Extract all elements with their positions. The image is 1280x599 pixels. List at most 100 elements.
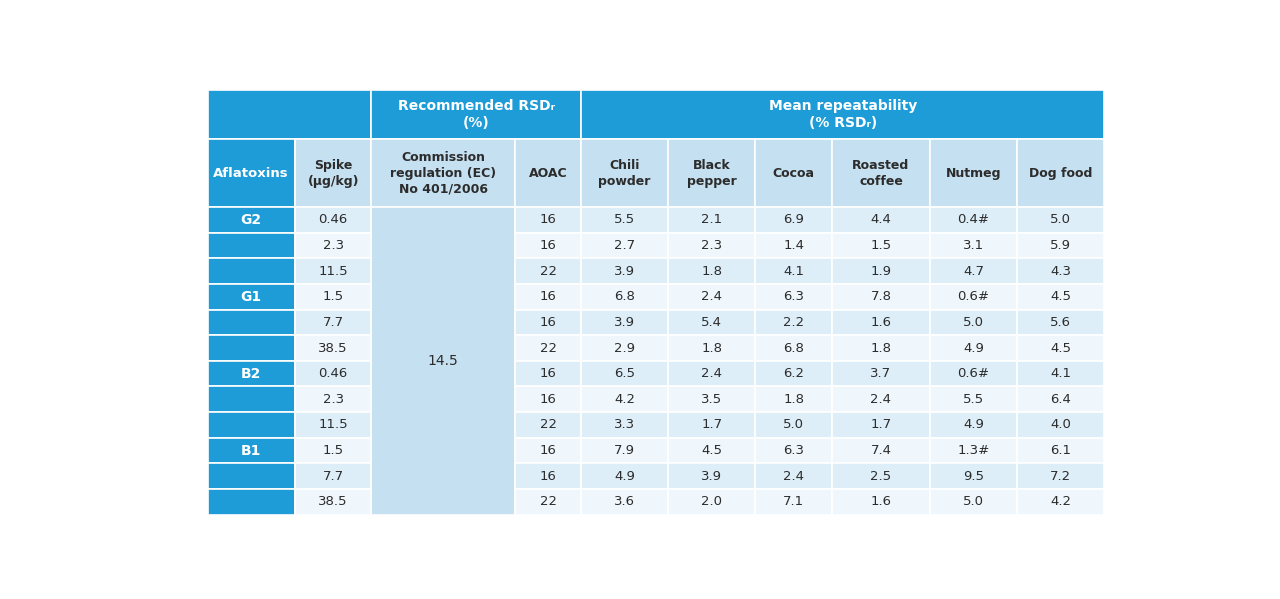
Bar bbox=[515, 258, 581, 284]
Bar bbox=[515, 232, 581, 258]
Bar bbox=[294, 489, 371, 515]
Text: 38.5: 38.5 bbox=[319, 341, 348, 355]
Bar bbox=[1018, 489, 1105, 515]
Bar bbox=[931, 438, 1018, 464]
Bar bbox=[668, 232, 755, 258]
Text: 6.8: 6.8 bbox=[614, 291, 635, 303]
Text: 2.0: 2.0 bbox=[701, 495, 722, 509]
Text: 6.1: 6.1 bbox=[1051, 444, 1071, 457]
Bar bbox=[668, 386, 755, 412]
Text: 1.3#: 1.3# bbox=[957, 444, 989, 457]
Text: 5.4: 5.4 bbox=[701, 316, 722, 329]
Bar bbox=[668, 464, 755, 489]
Text: 22: 22 bbox=[540, 495, 557, 509]
Bar bbox=[515, 438, 581, 464]
Text: 3.1: 3.1 bbox=[963, 239, 984, 252]
Text: 2.4: 2.4 bbox=[701, 367, 722, 380]
Bar bbox=[832, 139, 931, 207]
Text: B2: B2 bbox=[241, 367, 261, 380]
Text: 4.9: 4.9 bbox=[614, 470, 635, 483]
Bar bbox=[207, 489, 294, 515]
Text: 7.7: 7.7 bbox=[323, 316, 344, 329]
Bar bbox=[581, 412, 668, 438]
Text: 2.4: 2.4 bbox=[701, 291, 722, 303]
Bar bbox=[294, 412, 371, 438]
Text: 6.9: 6.9 bbox=[783, 213, 804, 226]
Text: Recommended RSDᵣ
(%): Recommended RSDᵣ (%) bbox=[398, 99, 554, 131]
Bar bbox=[371, 90, 581, 139]
Text: 2.4: 2.4 bbox=[783, 470, 804, 483]
Text: 0.46: 0.46 bbox=[319, 367, 348, 380]
Bar bbox=[515, 310, 581, 335]
Bar bbox=[931, 464, 1018, 489]
Bar bbox=[515, 284, 581, 310]
Bar bbox=[668, 139, 755, 207]
Text: 16: 16 bbox=[540, 470, 557, 483]
Text: 1.5: 1.5 bbox=[323, 444, 344, 457]
Text: 1.5: 1.5 bbox=[870, 239, 892, 252]
Text: 4.9: 4.9 bbox=[963, 419, 984, 431]
Bar bbox=[1018, 232, 1105, 258]
Bar bbox=[755, 361, 832, 386]
Text: 2.1: 2.1 bbox=[701, 213, 722, 226]
Text: 4.1: 4.1 bbox=[783, 265, 804, 277]
Text: 5.5: 5.5 bbox=[614, 213, 635, 226]
Bar bbox=[1018, 284, 1105, 310]
Bar bbox=[931, 258, 1018, 284]
Text: 4.1: 4.1 bbox=[1051, 367, 1071, 380]
Text: 5.9: 5.9 bbox=[1051, 239, 1071, 252]
Text: 6.5: 6.5 bbox=[614, 367, 635, 380]
Bar bbox=[832, 489, 931, 515]
Text: 5.0: 5.0 bbox=[783, 419, 804, 431]
Bar bbox=[668, 361, 755, 386]
Text: 1.8: 1.8 bbox=[870, 341, 891, 355]
Text: Nutmeg: Nutmeg bbox=[946, 167, 1001, 180]
Bar bbox=[207, 90, 371, 139]
Text: 11.5: 11.5 bbox=[319, 419, 348, 431]
Text: 4.7: 4.7 bbox=[963, 265, 984, 277]
Bar bbox=[207, 438, 294, 464]
Text: 11.5: 11.5 bbox=[319, 265, 348, 277]
Text: 4.2: 4.2 bbox=[614, 393, 635, 406]
Text: 4.2: 4.2 bbox=[1051, 495, 1071, 509]
Text: 16: 16 bbox=[540, 291, 557, 303]
Text: 4.0: 4.0 bbox=[1051, 419, 1071, 431]
Bar bbox=[755, 386, 832, 412]
Bar bbox=[1018, 207, 1105, 232]
Bar bbox=[668, 412, 755, 438]
Bar bbox=[581, 310, 668, 335]
Text: 2.3: 2.3 bbox=[323, 239, 344, 252]
Text: 14.5: 14.5 bbox=[428, 354, 458, 368]
Bar bbox=[755, 258, 832, 284]
Text: 7.8: 7.8 bbox=[870, 291, 891, 303]
Bar bbox=[294, 438, 371, 464]
Text: Roasted
coffee: Roasted coffee bbox=[852, 159, 910, 187]
Bar bbox=[1018, 361, 1105, 386]
Bar bbox=[294, 310, 371, 335]
Bar bbox=[294, 386, 371, 412]
Text: 2.9: 2.9 bbox=[614, 341, 635, 355]
Text: 7.2: 7.2 bbox=[1050, 470, 1071, 483]
Bar bbox=[832, 464, 931, 489]
Text: Mean repeatability
(% RSDᵣ): Mean repeatability (% RSDᵣ) bbox=[768, 99, 916, 131]
Bar bbox=[931, 335, 1018, 361]
Bar bbox=[755, 139, 832, 207]
Bar bbox=[294, 361, 371, 386]
Bar bbox=[668, 258, 755, 284]
Bar bbox=[515, 361, 581, 386]
Bar bbox=[581, 489, 668, 515]
Text: 1.6: 1.6 bbox=[870, 495, 891, 509]
Bar bbox=[755, 310, 832, 335]
Bar bbox=[832, 335, 931, 361]
Bar bbox=[1018, 386, 1105, 412]
Bar bbox=[931, 284, 1018, 310]
Text: 1.4: 1.4 bbox=[783, 239, 804, 252]
Bar bbox=[515, 464, 581, 489]
Bar bbox=[668, 335, 755, 361]
Bar bbox=[294, 232, 371, 258]
Bar bbox=[581, 464, 668, 489]
Text: Spike
(µg/kg): Spike (µg/kg) bbox=[307, 159, 358, 187]
Text: 6.3: 6.3 bbox=[783, 444, 804, 457]
Bar bbox=[515, 412, 581, 438]
Text: 16: 16 bbox=[540, 239, 557, 252]
